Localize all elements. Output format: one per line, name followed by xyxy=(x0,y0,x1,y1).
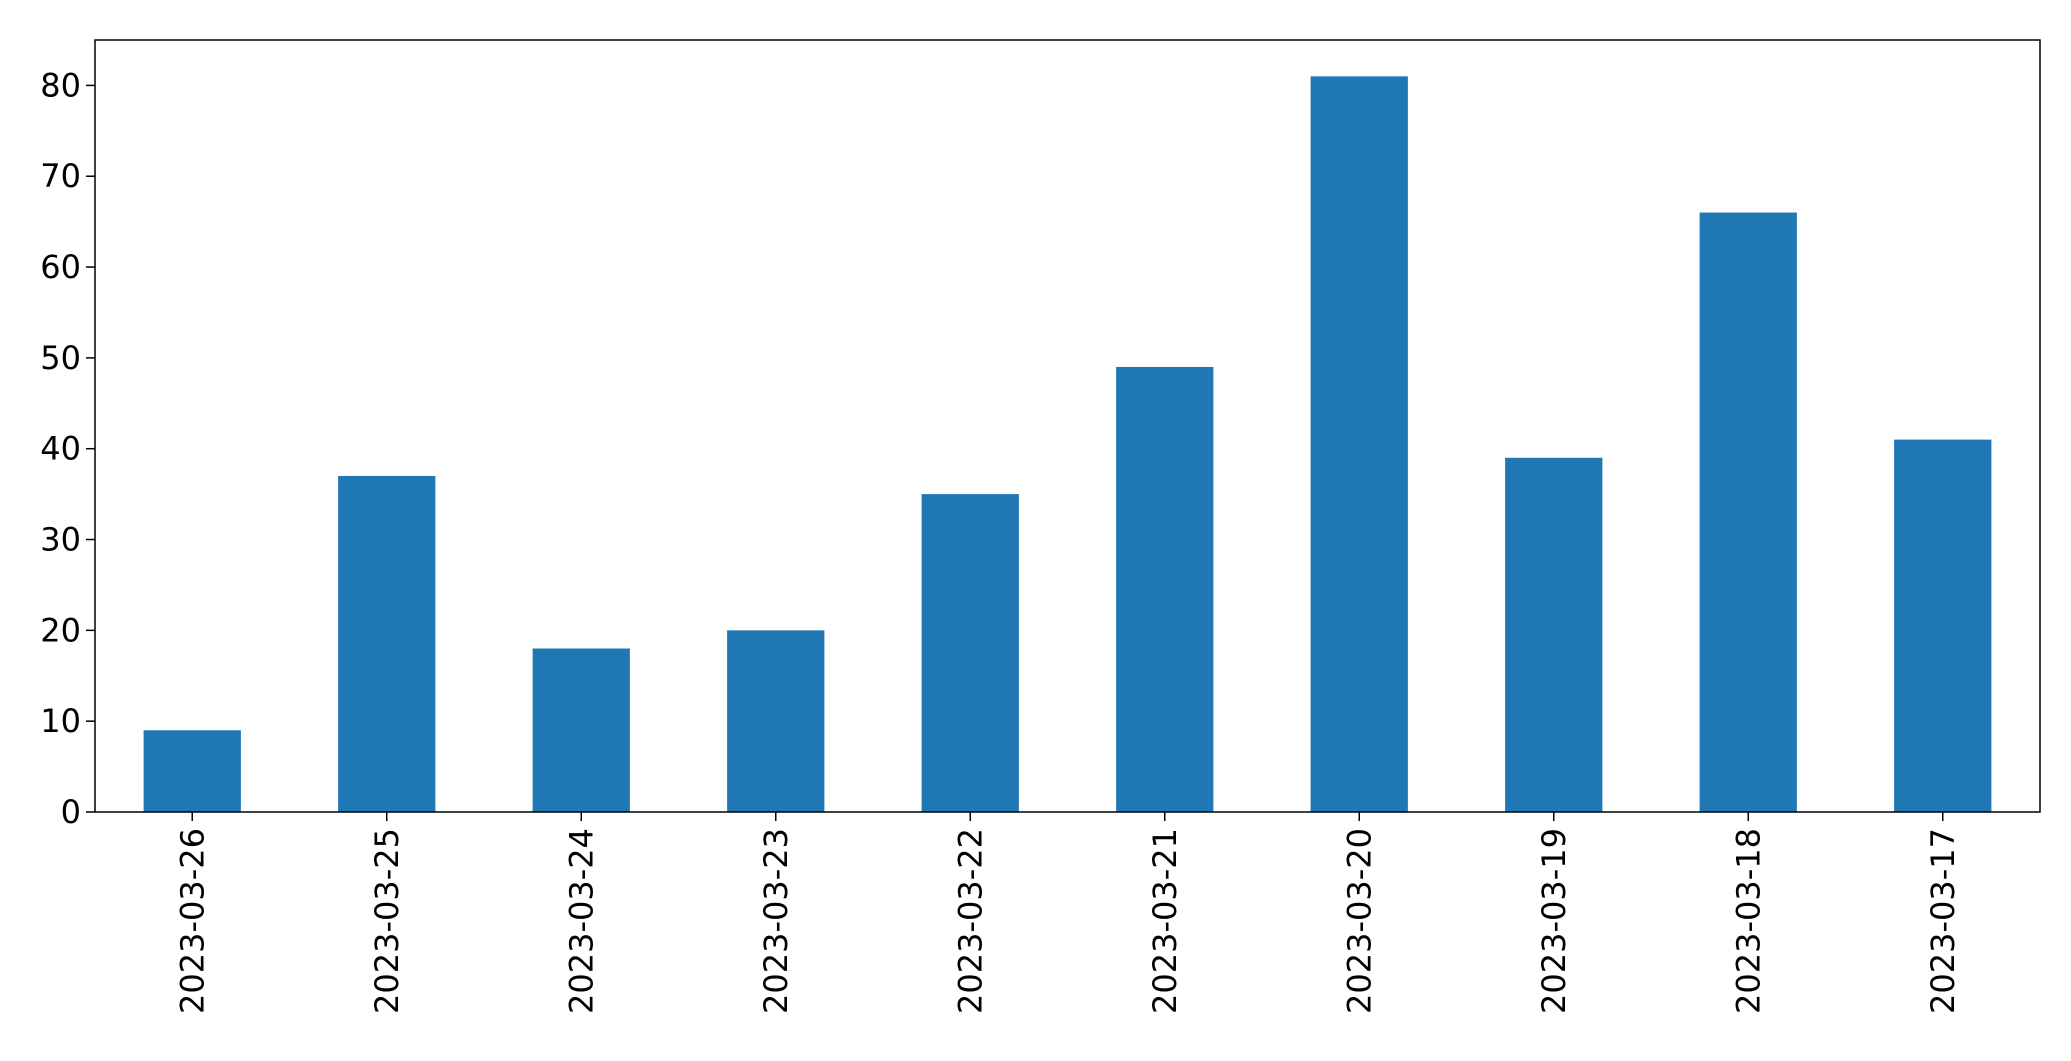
x-tick-label: 2023-03-23 xyxy=(757,828,795,1014)
y-tick-label: 80 xyxy=(40,66,81,104)
y-tick-label: 0 xyxy=(61,793,81,831)
x-axis: 2023-03-26 2023-03-25 2023-03-24 2023-03-23… xyxy=(173,812,1962,1014)
bars-group xyxy=(143,76,1992,813)
x-tick-label: 2023-03-22 xyxy=(951,828,989,1014)
bar-2023-03-22 xyxy=(921,494,1019,812)
bar-2023-03-25 xyxy=(338,475,436,812)
bar-2023-03-23 xyxy=(727,630,825,812)
x-tick-label: 2023-03-17 xyxy=(1924,828,1962,1014)
bar-2023-03-17 xyxy=(1894,439,1992,812)
x-tick-label: 2023-03-21 xyxy=(1146,828,1184,1014)
x-tick-label: 2023-03-25 xyxy=(368,828,406,1014)
y-tick-label: 10 xyxy=(40,702,81,740)
y-tick-label: 20 xyxy=(40,611,81,649)
y-axis: 0 10 20 30 40 50 60 70 80 xyxy=(40,66,95,831)
y-tick-label: 60 xyxy=(40,248,81,286)
y-tick-label: 30 xyxy=(40,521,81,559)
x-tick-label: 2023-03-26 xyxy=(173,828,211,1014)
x-tick-label: 2023-03-24 xyxy=(562,828,600,1014)
bar-2023-03-24 xyxy=(532,648,630,812)
y-tick-label: 70 xyxy=(40,157,81,195)
bar-2023-03-18 xyxy=(1699,212,1797,813)
x-tick-label: 2023-03-20 xyxy=(1340,828,1378,1014)
x-tick-label: 2023-03-19 xyxy=(1535,828,1573,1014)
bar-2023-03-19 xyxy=(1505,457,1603,812)
y-tick-label: 50 xyxy=(40,339,81,377)
x-tick-label: 2023-03-18 xyxy=(1729,828,1767,1014)
bar-2023-03-21 xyxy=(1116,366,1214,812)
axes-frame xyxy=(94,39,2041,813)
bar-2023-03-20 xyxy=(1310,76,1408,813)
bar-2023-03-26 xyxy=(143,730,241,812)
y-tick-label: 40 xyxy=(40,430,81,468)
